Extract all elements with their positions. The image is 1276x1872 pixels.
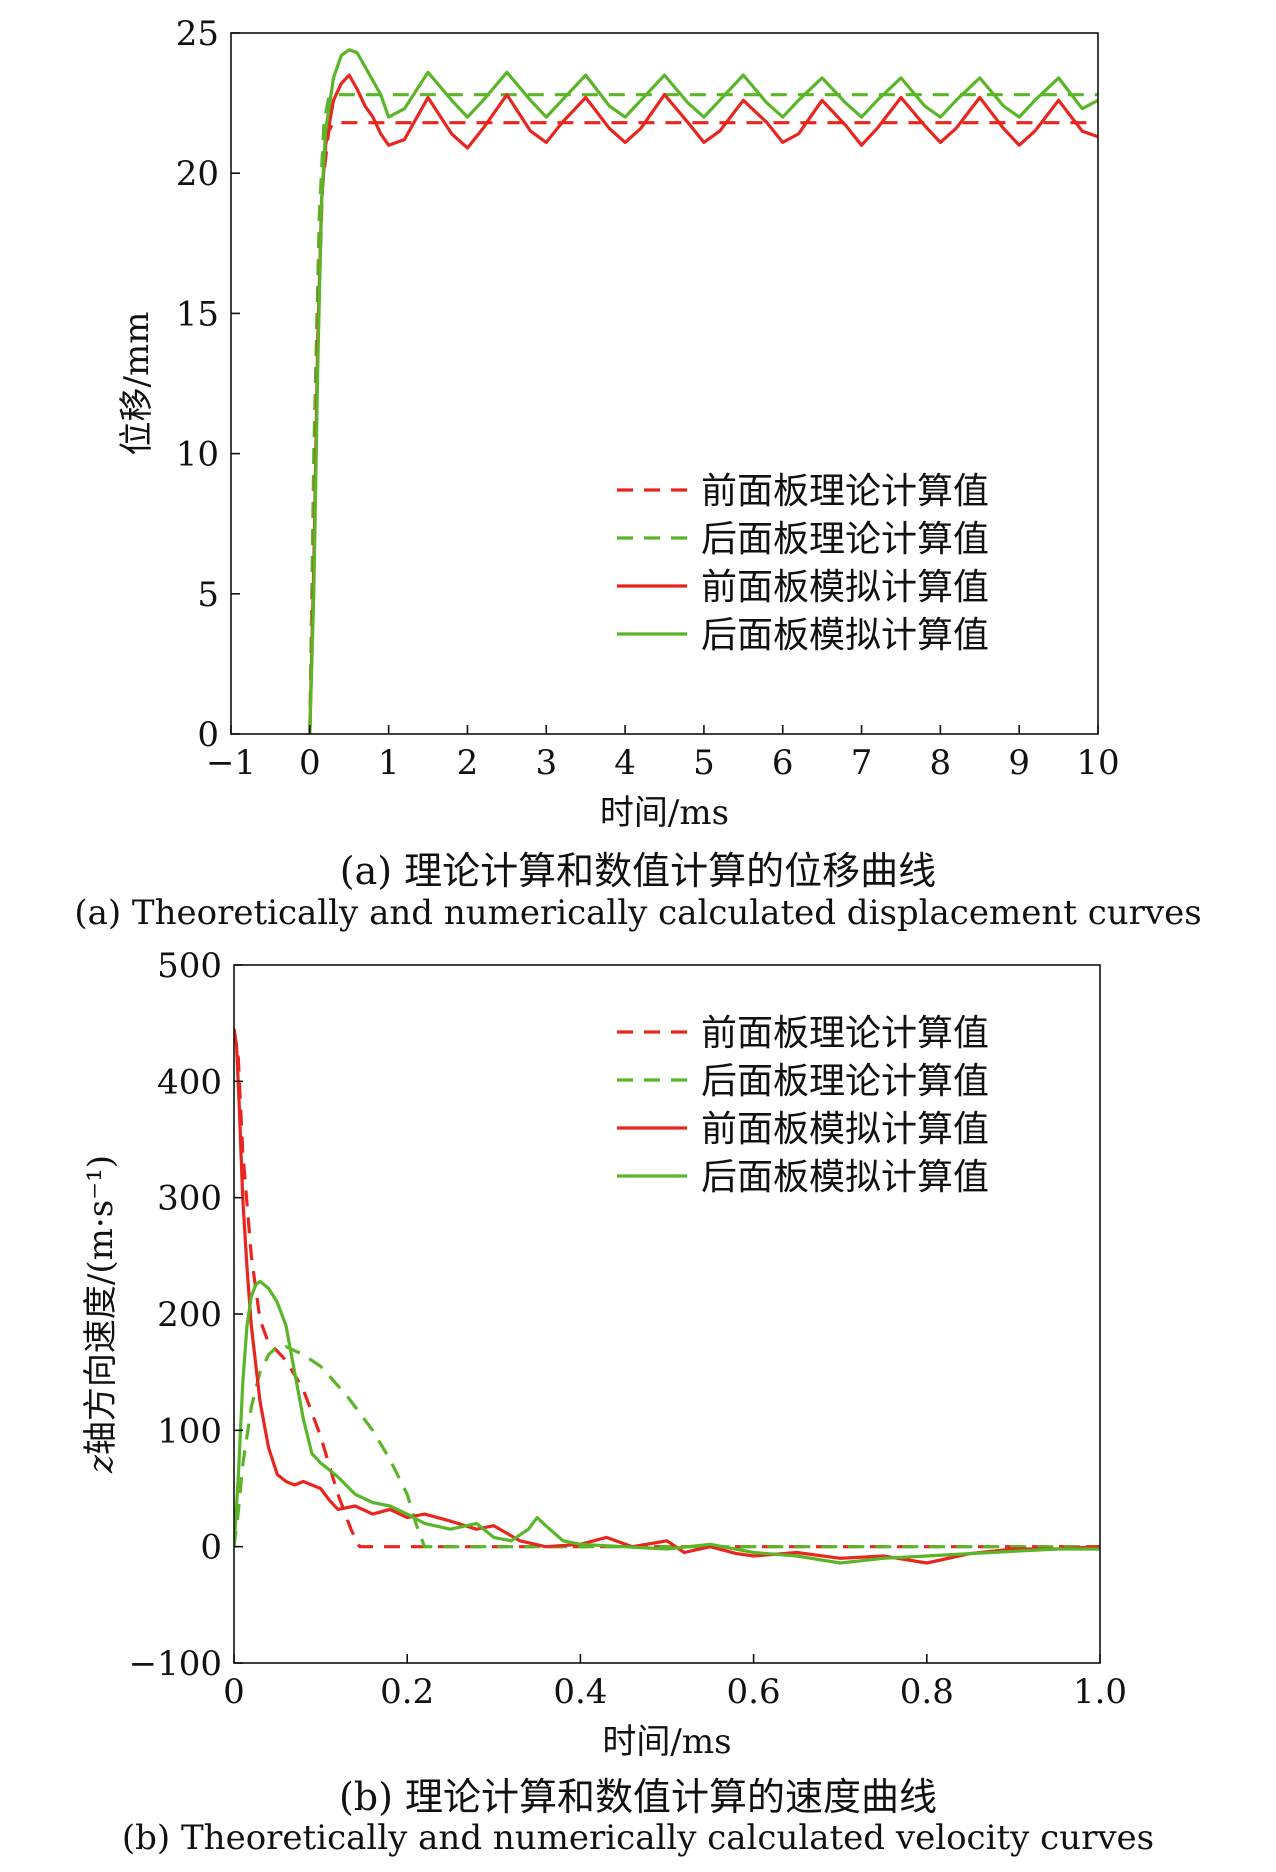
legend-label-back-sim: 后面板模拟计算值 [701,1157,989,1198]
y-tick-label: 0 [200,1528,222,1568]
legend-label-front-sim: 前面板模拟计算值 [701,1109,989,1150]
caption-a-chinese: (a) 理论计算和数值计算的位移曲线 [339,849,937,893]
x-tick-label: −1 [206,743,256,783]
x-tick-label: 9 [1008,743,1030,783]
x-tick-label: 4 [614,743,636,783]
y-tick-label: 300 [157,1179,222,1219]
y-tick-label: 500 [157,946,222,986]
x-tick-label: 1.0 [1073,1672,1127,1712]
y-tick-label: −100 [129,1644,222,1684]
y-tick-label: 25 [176,14,219,54]
x-tick-label: 7 [851,743,873,783]
series-line-back-sim [234,1279,1100,1565]
displacement-chart: −1 0 1 2 3 4 5 6 7 8 9 100510152025时间/ms位移/mm前面板理论计… [117,14,1120,833]
x-axis-label: 时间/ms [600,793,729,833]
legend-label-front-theory: 前面板理论计算值 [701,1013,989,1054]
y-tick-label: 200 [157,1295,222,1335]
x-tick-label: 0.2 [380,1672,434,1712]
y-tick-label: 0 [197,715,219,755]
x-tick-label: 0 [223,1672,245,1712]
series-line-back-theory [234,1345,1100,1549]
x-tick-label: 10 [1076,743,1119,783]
y-tick-label: 100 [157,1411,222,1451]
x-tick-label: 0.8 [900,1672,954,1712]
caption-a-english: (a) Theoretically and numerically calcul… [74,893,1202,933]
plot-area [234,1028,1100,1565]
x-tick-label: 5 [693,743,715,783]
x-tick-label: 0.4 [553,1672,607,1712]
x-axis-label: 时间/ms [602,1722,731,1762]
legend-label-front-sim: 前面板模拟计算值 [701,567,989,608]
x-tick-label: 0 [299,743,321,783]
caption-b-chinese: (b) 理论计算和数值计算的速度曲线 [338,1775,938,1819]
velocity-chart: 0 0.2 0.4 0.6 0.8 1.0−1000100200300400500时间/m… [81,946,1127,1762]
y-axis-label: 位移/mm [117,312,157,456]
legend-label-back-sim: 后面板模拟计算值 [701,615,989,656]
series-line-front-theory [234,1028,1100,1549]
x-tick-label: 1 [378,743,400,783]
y-axis-label: z轴方向速度/(m·s⁻¹) [81,1155,121,1474]
y-tick-label: 10 [176,435,219,475]
x-tick-label: 2 [457,743,479,783]
series-line-back-theory [308,93,1098,734]
x-tick-label: 8 [930,743,952,783]
y-tick-label: 20 [176,154,219,194]
x-tick-label: 0.6 [727,1672,781,1712]
x-tick-label: 6 [772,743,794,783]
series-line-front-sim [308,73,1098,734]
legend-label-back-theory: 后面板理论计算值 [701,1061,989,1102]
y-tick-label: 15 [176,294,219,334]
plot-frame [230,32,1099,735]
y-tick-label: 400 [157,1062,222,1102]
legend-label-back-theory: 后面板理论计算值 [701,519,989,560]
plot-area [308,48,1098,734]
series-line-back-sim [308,48,1098,734]
caption-b-english: (b) Theoretically and numerically calcul… [121,1818,1155,1858]
legend-label-front-theory: 前面板理论计算值 [701,471,989,512]
series-line-front-sim [234,1028,1100,1565]
y-tick-label: 5 [197,575,219,615]
x-tick-label: 3 [535,743,557,783]
